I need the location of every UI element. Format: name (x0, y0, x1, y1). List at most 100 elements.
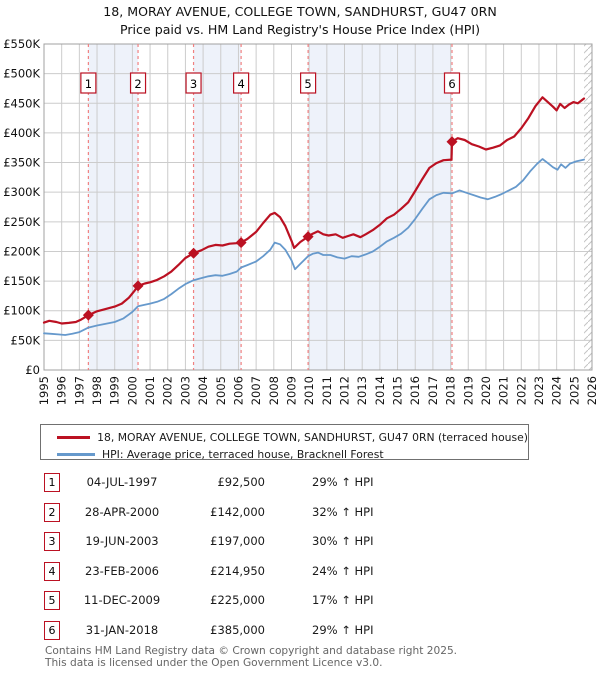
sale-price: £142,000 (210, 504, 265, 519)
y-axis-tick-label: £200K (3, 244, 40, 258)
sale-point-marker (132, 280, 144, 292)
legend-label-hpi: HPI: Average price, terraced house, Brac… (102, 448, 384, 461)
sale-price: £225,000 (210, 593, 265, 608)
x-axis-tick-label: 2016 (408, 376, 422, 405)
table-row: 2 28-APR-2000 £142,000 32% ↑ HPI (0, 501, 600, 531)
sale-hpi-delta: 24% ↑ HPI (312, 563, 374, 578)
ownership-band (193, 44, 242, 370)
x-axis-tick-label: 2017 (426, 376, 440, 405)
sale-date: 23-FEB-2006 (85, 563, 159, 578)
x-axis-tick-label: 2005 (214, 376, 228, 405)
x-axis-tick-label: 2014 (373, 376, 387, 405)
table-row: 3 19-JUN-2003 £197,000 30% ↑ HPI (0, 530, 600, 560)
y-axis-tick-label: £400K (3, 126, 40, 140)
sale-number-box (443, 72, 461, 94)
x-axis-tick-label: 2008 (267, 376, 281, 405)
x-axis-tick-label: 1999 (108, 376, 122, 405)
y-axis-tick-label: £250K (3, 215, 40, 229)
sale-number-badge: 4 (44, 561, 60, 581)
property-line-swatch (57, 436, 91, 439)
sale-number-label: 2 (134, 77, 141, 91)
hpi-line (43, 158, 585, 336)
chart-title-line2: Price paid vs. HM Land Registry's House … (119, 21, 481, 37)
legend-item-hpi: HPI: Average price, terraced house, Brac… (41, 446, 528, 463)
sale-hpi-delta: 17% ↑ HPI (312, 593, 374, 608)
sale-date: 31-JAN-2018 (85, 622, 159, 637)
sale-number-box (80, 72, 97, 94)
sale-number-badge: 2 (44, 502, 60, 522)
sale-number-label: 6 (448, 77, 455, 91)
sale-number-box (233, 72, 250, 94)
x-axis-tick-label: 2026 (585, 376, 599, 405)
y-axis-tick-label: £300K (3, 185, 40, 199)
x-axis-tick-label: 2025 (567, 376, 581, 405)
future-hatch-region (584, 44, 592, 370)
table-row: 6 31-JAN-2018 £385,000 29% ↑ HPI (0, 619, 600, 649)
x-axis-tick-label: 2018 (444, 376, 458, 405)
x-axis-tick-label: 2003 (178, 376, 192, 405)
sale-hpi-delta: 30% ↑ HPI (312, 534, 374, 549)
table-row: 1 04-JUL-1997 £92,500 29% ↑ HPI (0, 471, 600, 501)
sale-price: £92,500 (217, 475, 265, 489)
price-chart: 1 2 3 4 5 6 £0 £50K £100K £150K £200K £250K £300K £35… (3, 37, 599, 405)
y-axis-tick-label: £550K (3, 37, 40, 51)
sale-number-box (129, 72, 147, 94)
license-footer: Contains HM Land Registry data © Crown c… (45, 645, 457, 669)
x-axis-tick-label: 1998 (90, 376, 104, 405)
sale-point-marker (235, 237, 247, 249)
y-axis-tick-label: £350K (3, 156, 40, 170)
x-axis-tick-label: 2007 (249, 376, 263, 405)
x-axis-tick-label: 2000 (125, 376, 139, 405)
x-axis-tick-label: 2002 (161, 376, 175, 405)
sale-hpi-delta: 29% ↑ HPI (312, 622, 374, 637)
chart-title-line1: 18, MORAY AVENUE, COLLEGE TOWN, SANDHURS… (103, 4, 497, 19)
table-row: 5 11-DEC-2009 £225,000 17% ↑ HPI (0, 589, 600, 619)
y-axis-tick-label: £50K (11, 333, 41, 347)
x-axis-tick-label: 1996 (55, 376, 69, 405)
sale-number-label: 3 (190, 77, 197, 91)
sale-point-marker (302, 231, 314, 243)
x-axis-tick-label: 2024 (550, 376, 564, 405)
table-row: 4 23-FEB-2006 £214,950 24% ↑ HPI (0, 560, 600, 590)
sale-hpi-delta: 32% ↑ HPI (312, 504, 374, 519)
sale-point-marker (446, 136, 458, 148)
sale-number-badge: 6 (44, 620, 60, 640)
y-axis-tick-label: £500K (3, 67, 40, 81)
legend-label-property: 18, MORAY AVENUE, COLLEGE TOWN, SANDHURS… (97, 431, 528, 444)
x-axis-tick-label: 2019 (461, 376, 475, 405)
x-axis-tick-label: 1997 (72, 376, 86, 405)
x-axis-tick-label: 2020 (479, 376, 493, 405)
x-axis-tick-label: 2015 (391, 376, 405, 405)
sale-number-badge: 5 (44, 591, 60, 611)
footer-line2: This data is licensed under the Open Gov… (45, 656, 383, 669)
sale-number-box (300, 72, 317, 94)
sale-number-label: 5 (304, 77, 311, 91)
sale-number-badge: 1 (44, 473, 60, 492)
sale-number-box (185, 72, 202, 94)
sale-number-badge: 3 (44, 532, 60, 552)
y-axis-tick-label: £100K (3, 304, 40, 318)
sale-point-marker (82, 309, 94, 321)
sale-date: 19-JUN-2003 (85, 534, 159, 549)
x-axis-tick-label: 2013 (355, 376, 369, 405)
x-axis-tick-label: 2001 (143, 376, 157, 405)
sale-date: 28-APR-2000 (84, 504, 160, 519)
sales-table: 1 04-JUL-1997 £92,500 29% ↑ HPI 2 28-APR… (0, 471, 600, 649)
y-axis-tick-label: £450K (3, 96, 40, 110)
y-axis-tick-label: £0 (25, 363, 40, 377)
x-axis-tick-label: 2011 (320, 376, 334, 405)
hpi-line-swatch (57, 453, 95, 456)
sale-hpi-delta: 29% ↑ HPI (312, 475, 374, 489)
chart-legend: 18, MORAY AVENUE, COLLEGE TOWN, SANDHURS… (40, 424, 529, 463)
sale-number-label: 1 (85, 77, 92, 91)
sale-price: £197,000 (210, 534, 265, 549)
legend-item-property: 18, MORAY AVENUE, COLLEGE TOWN, SANDHURS… (41, 429, 528, 446)
sale-date: 04-JUL-1997 (86, 475, 158, 489)
chart-title: 18, MORAY AVENUE, COLLEGE TOWN, SANDHURS… (0, 3, 600, 38)
x-axis-tick-label: 2021 (497, 376, 511, 405)
x-axis-tick-label: 2012 (338, 376, 352, 405)
sale-number-label: 4 (237, 77, 244, 91)
sale-price: £214,950 (210, 563, 265, 578)
x-axis-tick-label: 2006 (231, 376, 245, 405)
